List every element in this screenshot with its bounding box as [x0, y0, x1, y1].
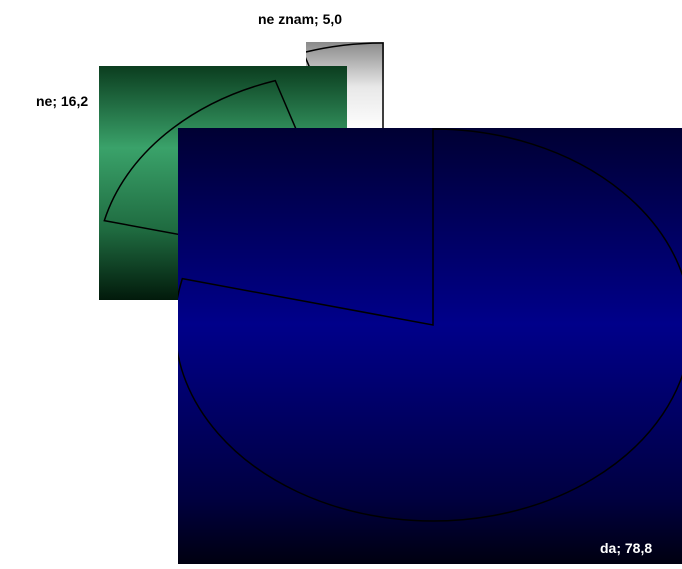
- pie-slice-outline: [178, 128, 682, 522]
- pie-slice-outline: [306, 42, 384, 132]
- slice-label-da: da; 78,8: [600, 540, 652, 556]
- pie-slice-da: [178, 128, 682, 564]
- slice-label-ne-znam: ne znam; 5,0: [258, 11, 342, 27]
- pie-slice-frame: [178, 128, 682, 564]
- pie-slice-outline: [103, 79, 347, 267]
- slice-label-ne: ne; 16,2: [36, 93, 88, 109]
